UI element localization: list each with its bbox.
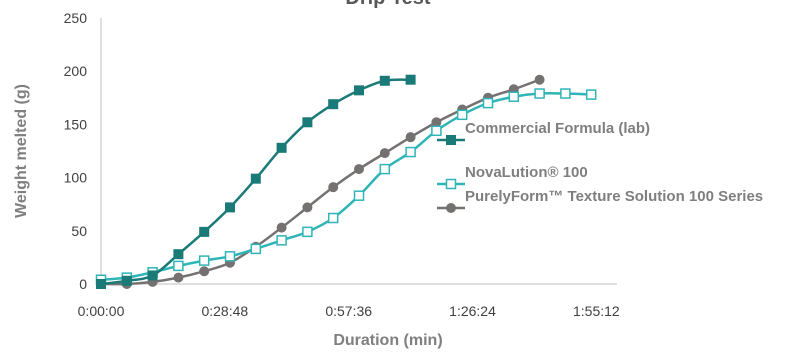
- data-point: [379, 148, 390, 159]
- y-tick-label: 150: [64, 116, 88, 132]
- data-point: [173, 249, 184, 260]
- legend-swatch-marker: [445, 178, 457, 190]
- x-tick-label: 1:55:12: [573, 303, 620, 319]
- legend-swatch-marker: [446, 203, 456, 213]
- legend-label: NovaLution® 100: [465, 164, 588, 181]
- data-point: [534, 88, 545, 99]
- data-point: [379, 163, 391, 175]
- data-point: [250, 243, 262, 255]
- y-tick-label: 0: [79, 276, 87, 292]
- data-point: [431, 117, 442, 128]
- data-point: [276, 222, 287, 233]
- data-point: [96, 279, 106, 289]
- y-axis-title: Weight melted (g): [13, 84, 30, 218]
- data-point: [198, 255, 210, 266]
- legend-item: PurelyForm™ Texture Solution 100 Series: [437, 188, 763, 213]
- x-tick-label: 0:00:00: [78, 303, 125, 319]
- data-point: [508, 91, 520, 102]
- legend-item: Commercial Formula (lab): [437, 120, 650, 145]
- data-point: [456, 109, 468, 121]
- data-point: [560, 88, 571, 99]
- data-point: [173, 260, 184, 272]
- x-tick-label: 1:26:24: [449, 303, 496, 319]
- data-point: [302, 202, 313, 213]
- x-tick-label: 0:57:36: [325, 303, 372, 319]
- data-point: [482, 97, 494, 109]
- legend-swatch-marker: [446, 135, 456, 145]
- y-tick-label: 50: [71, 223, 87, 239]
- data-point: [328, 99, 339, 110]
- y-tick-label: 250: [64, 10, 88, 26]
- chart-title: Drip Test: [345, 0, 431, 9]
- x-tick-label: 0:28:48: [201, 303, 248, 319]
- data-point: [405, 74, 416, 85]
- data-point: [327, 212, 339, 224]
- series-0: [96, 74, 416, 289]
- data-point: [534, 74, 545, 85]
- legend-label: Commercial Formula (lab): [465, 120, 650, 137]
- data-point: [379, 75, 390, 86]
- axes: 0 50 100 150 200 250 0:00:00 0:28:48 0:57:36 1:26…: [64, 10, 620, 319]
- data-point: [173, 272, 184, 283]
- data-point: [224, 251, 236, 262]
- data-point: [276, 235, 287, 246]
- data-point: [121, 275, 132, 286]
- legend-item: NovaLution® 100: [437, 164, 588, 190]
- data-point: [225, 202, 235, 213]
- series-layer: [95, 74, 597, 289]
- data-point: [405, 132, 416, 143]
- data-point: [276, 142, 287, 153]
- y-tick-label: 200: [64, 63, 88, 79]
- data-point: [405, 146, 416, 158]
- series-line: [100, 78, 541, 286]
- legend-label: PurelyForm™ Texture Solution 100 Series: [465, 188, 763, 205]
- series-1: [95, 88, 597, 285]
- data-point: [199, 226, 210, 237]
- data-point: [199, 266, 210, 277]
- data-point: [431, 125, 442, 137]
- data-point: [354, 164, 364, 175]
- data-point: [302, 117, 313, 128]
- data-point: [354, 85, 364, 96]
- data-point: [302, 226, 313, 238]
- data-point: [585, 89, 597, 100]
- data-point: [328, 182, 339, 193]
- legend: Commercial Formula (lab) NovaLution® 100 P…: [437, 120, 763, 213]
- x-axis-title: Duration (min): [333, 332, 442, 349]
- data-point: [353, 190, 365, 201]
- data-point: [250, 173, 261, 184]
- y-tick-label: 100: [64, 170, 88, 186]
- data-point: [147, 270, 158, 281]
